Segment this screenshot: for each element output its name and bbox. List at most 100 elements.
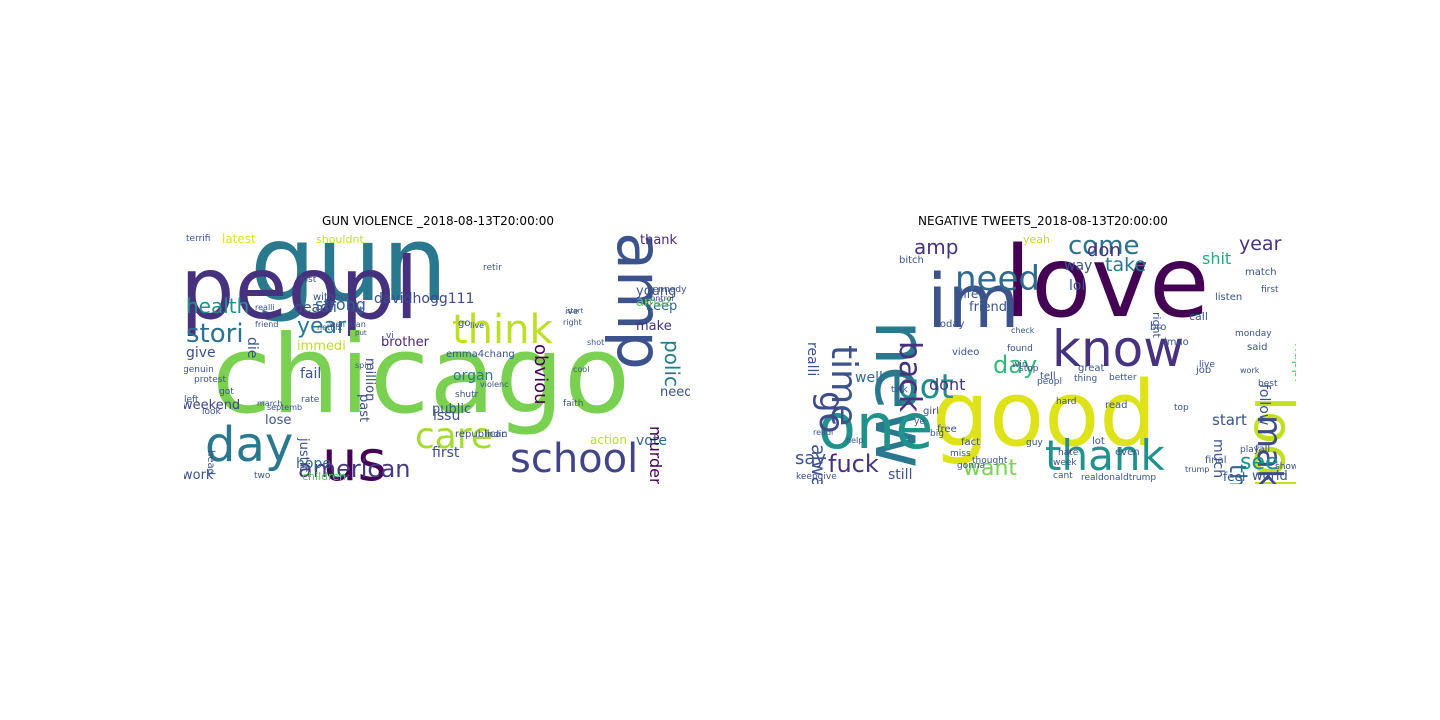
word-win: win (1012, 360, 1028, 370)
word-immedi: immedi (297, 339, 346, 354)
word-free: free (937, 424, 957, 435)
word-thank: thank (1045, 431, 1165, 480)
word-man: man (348, 320, 366, 329)
word-back: back (892, 341, 927, 413)
word-check: check (1011, 326, 1035, 335)
word-left: left (184, 395, 199, 405)
word-realli: realli (255, 303, 275, 312)
word-issu: issu (433, 408, 460, 424)
word-start: start (1212, 411, 1247, 429)
word-past: past (356, 394, 371, 422)
word-say: say (795, 448, 826, 469)
word-develop: develop (583, 483, 615, 484)
word-hard: hard (1056, 397, 1076, 407)
word-health: health (186, 294, 249, 318)
word-brother: brother (381, 335, 430, 350)
word-job: job (1195, 365, 1211, 376)
word-fail: fail (300, 366, 321, 382)
word-happi: happi (1291, 343, 1296, 382)
gun-violence-word-cloud: gun peopl chicago amp think day us school care am… (184, 232, 690, 484)
word-make: make (636, 319, 672, 334)
word-first: first (1261, 285, 1279, 295)
word-love: love (1004, 232, 1209, 340)
word-lol: lol (1069, 278, 1085, 294)
word-day: day (993, 351, 1037, 379)
word-septemb: septemb (267, 403, 302, 412)
word-thank: thank (640, 233, 678, 248)
word-million: million (362, 358, 377, 401)
word-well: well (855, 370, 883, 386)
word-fall: fall (1255, 444, 1270, 455)
word-terrifi: terrifi (186, 234, 210, 244)
word-ive: ive (565, 307, 579, 317)
word-weekend: weekend (184, 398, 240, 413)
word-make: make (1249, 415, 1289, 484)
word-care: care (415, 416, 493, 457)
word-yeah: yeah (1023, 233, 1050, 246)
word-vi: vi (386, 331, 394, 341)
word-shit: shit (1202, 249, 1231, 268)
word-girl: girl (923, 406, 939, 417)
word-still: still (888, 467, 912, 483)
word-justic: justic (296, 437, 311, 472)
word-new: new (859, 320, 943, 469)
word-young: young (636, 284, 676, 299)
word-keep: keep (646, 299, 677, 314)
word-week: week (1053, 458, 1077, 468)
word-children: children (302, 470, 346, 483)
word-lmao: lmao (1164, 337, 1189, 348)
word-right: right (1150, 312, 1163, 339)
word-go: go (458, 318, 470, 329)
word-rate: rate (301, 395, 320, 405)
word-readi: readi (813, 428, 833, 437)
word-see: see (1240, 450, 1279, 475)
word-control: control (646, 294, 674, 303)
word-look: look (1242, 396, 1296, 484)
word-need: need (955, 259, 1040, 299)
word-live: live (470, 321, 484, 330)
word-lost: lost (300, 275, 317, 285)
word-kennedy: kennedy (648, 285, 687, 295)
word-got: got (898, 367, 954, 407)
word-gonna: gonna (957, 461, 985, 471)
word-put: put (355, 329, 367, 337)
word-video: video (952, 347, 979, 358)
word-cant: cant (1053, 471, 1073, 481)
word-vote: vote (636, 433, 667, 449)
word-give: give (186, 345, 216, 361)
word-follow: follow (1256, 384, 1272, 425)
word-shot: shot (587, 338, 604, 347)
word-peopl: peopl (1037, 377, 1062, 387)
word-amp: amp (603, 232, 676, 370)
word-great: great (1078, 363, 1105, 374)
word-spin: spin (355, 361, 372, 370)
word-latest: latest (222, 232, 256, 246)
word-work: work (1240, 366, 1260, 375)
word-best: best (1258, 379, 1278, 389)
word-feel: feel (1223, 470, 1245, 484)
word-deadli: deadli (294, 300, 337, 316)
word-school: school (510, 436, 638, 482)
word-think: think (452, 307, 554, 353)
word-lot: lot (1092, 436, 1105, 447)
word-first: first (432, 445, 460, 461)
right-panel-title: NEGATIVE TWEETS_2018-08-13T20:00:00 (918, 214, 1168, 228)
word-read: read (1105, 400, 1128, 411)
word-last: last (348, 305, 362, 314)
word-realli: realli (804, 342, 820, 376)
word-bitch: bitch (899, 255, 924, 266)
word-keepgive: keepgive (796, 472, 837, 482)
word-want: want (963, 456, 1017, 481)
word-republican: republican (455, 429, 508, 440)
word-world: world (1252, 469, 1288, 484)
word-work: work (184, 468, 214, 483)
word-shouldnt: shouldnt (316, 233, 364, 246)
word-trump: trump (1185, 465, 1209, 474)
word-thought: thought (972, 456, 1008, 466)
word-got: got (219, 387, 234, 397)
word-call: call (1189, 310, 1208, 323)
word-lose: lose (265, 413, 291, 428)
word-time: time (823, 345, 864, 426)
word-american: american (298, 455, 411, 483)
